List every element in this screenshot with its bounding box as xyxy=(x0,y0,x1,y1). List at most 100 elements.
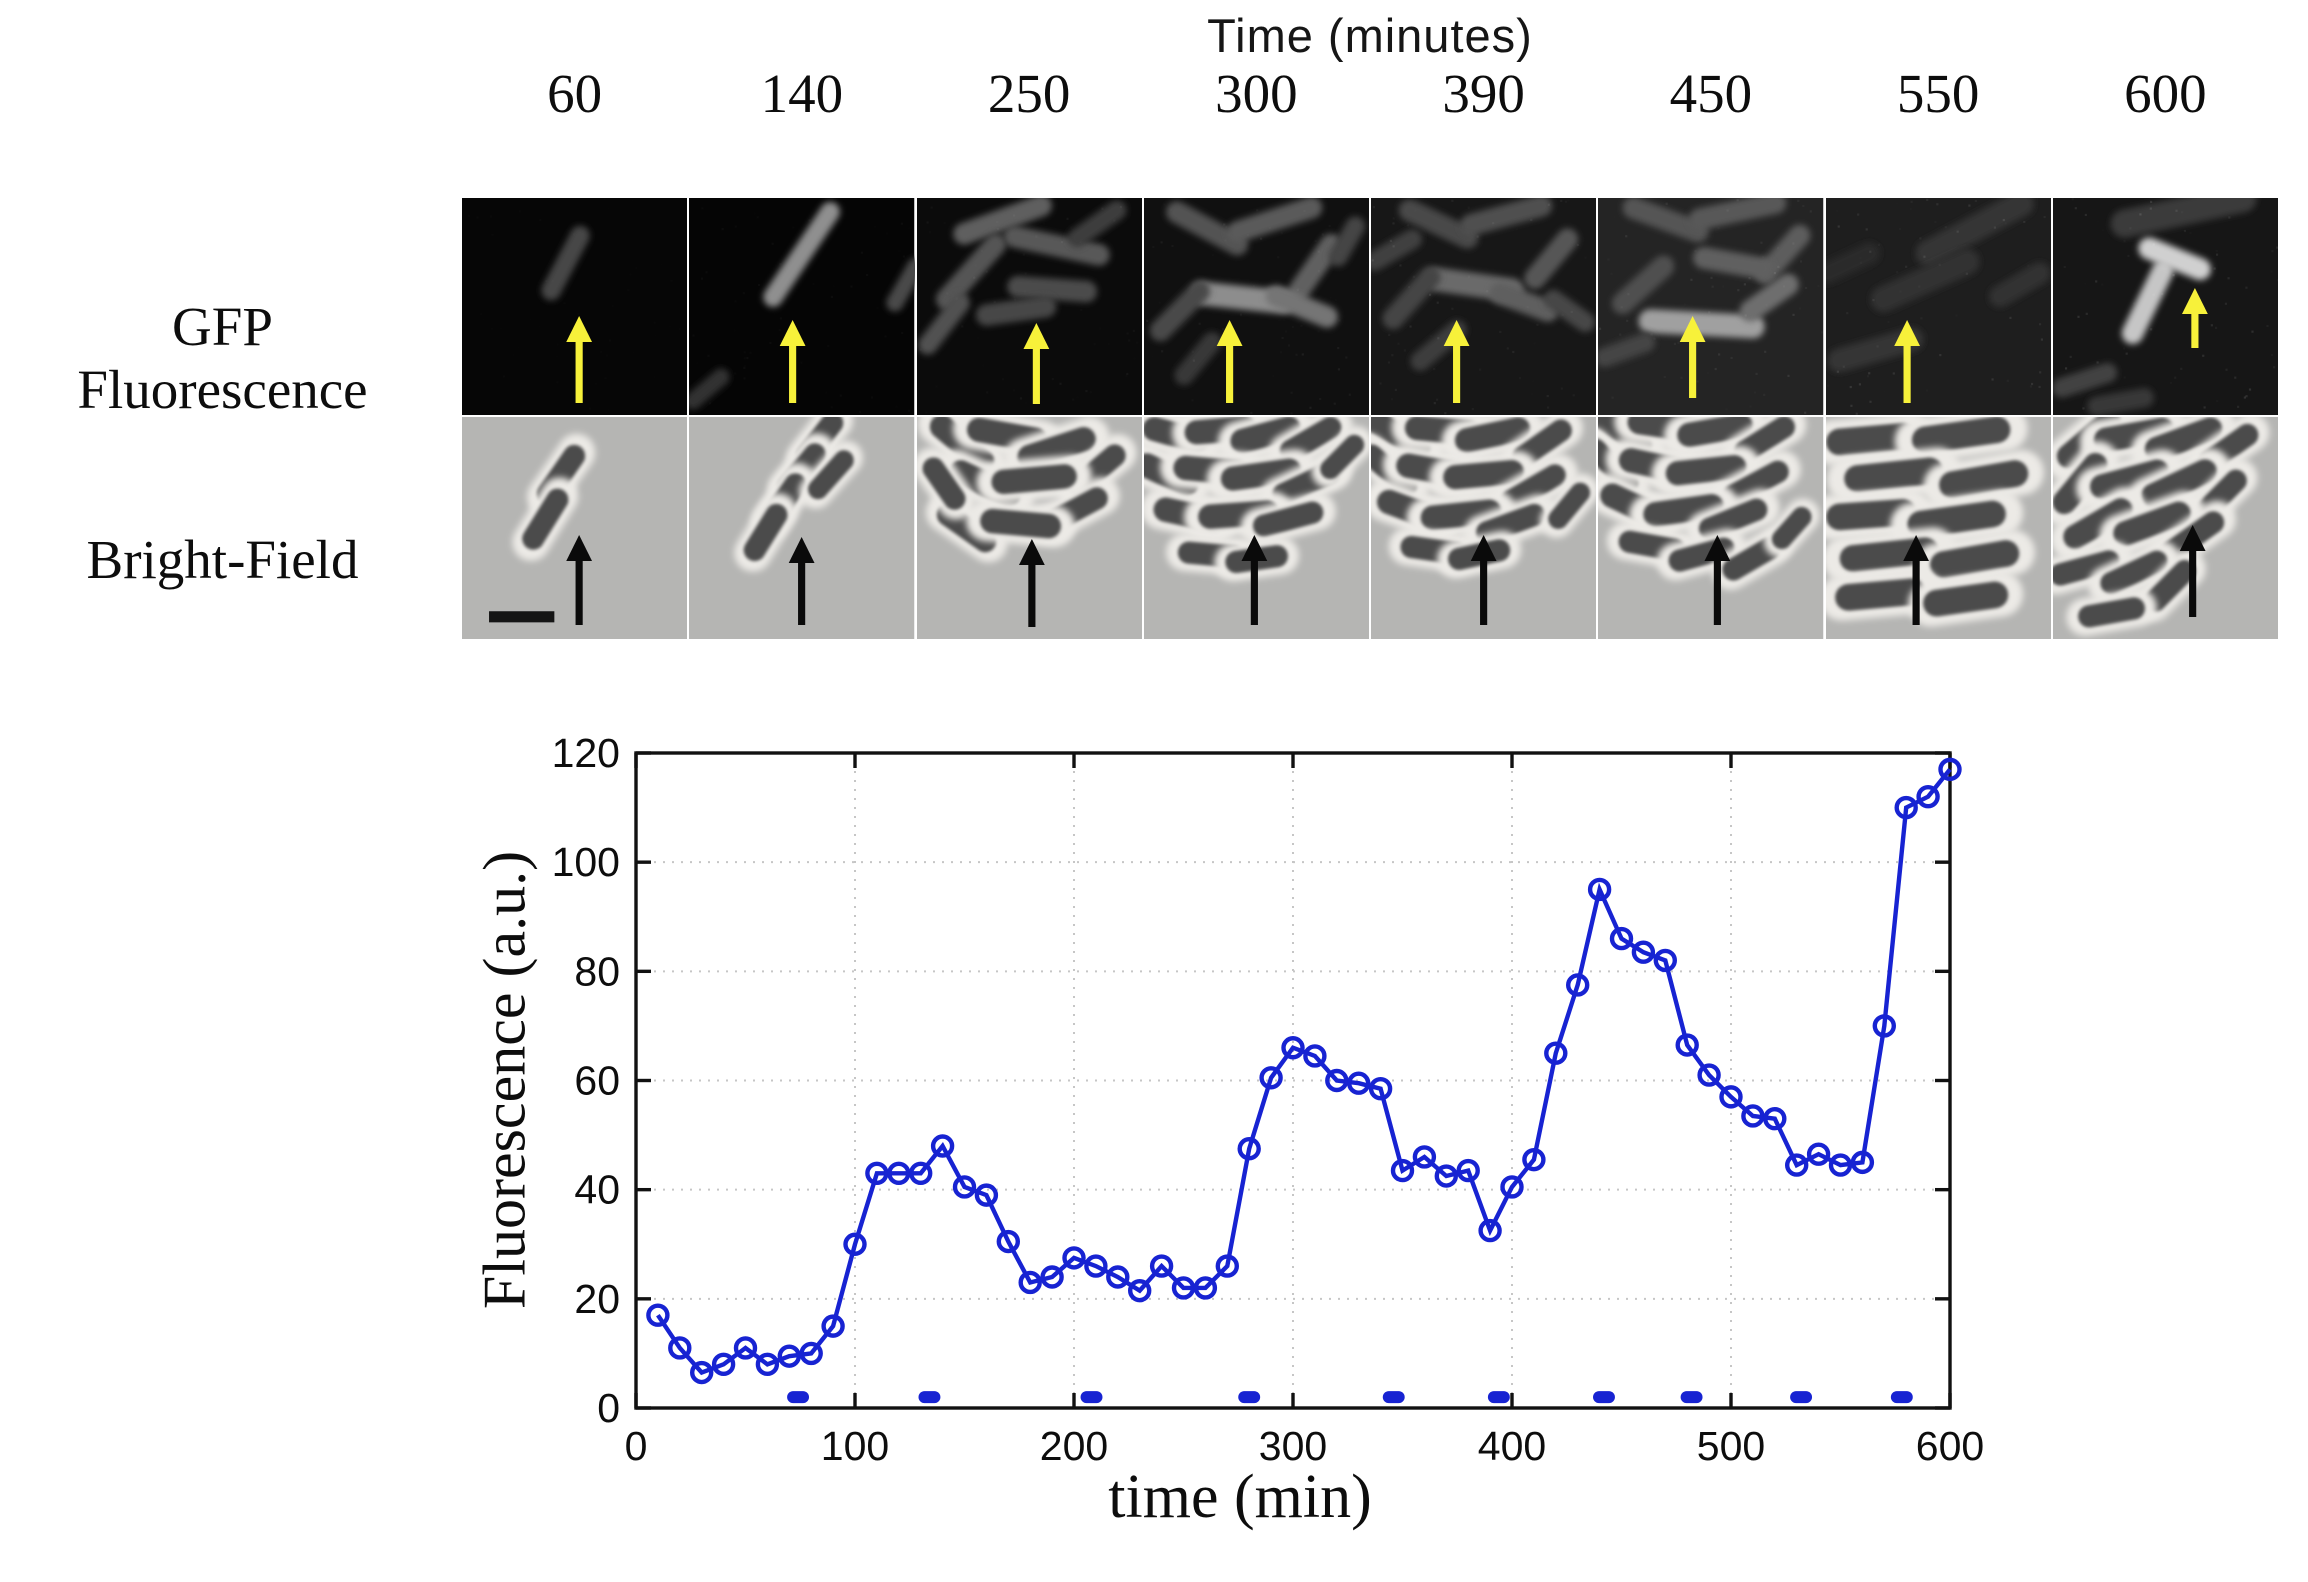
data-point xyxy=(1456,1158,1480,1183)
gfp-fluorescence-row xyxy=(462,198,2278,415)
bf-arrow-icon xyxy=(1704,535,1731,625)
brightfield-panel-60 xyxy=(462,417,688,639)
data-point xyxy=(1719,1085,1743,1109)
pulse-mark xyxy=(1790,1391,1813,1404)
data-point xyxy=(865,1161,889,1185)
data-point xyxy=(1368,1076,1393,1101)
panel-time-label: 600 xyxy=(2124,63,2207,124)
brightfield-panel-140 xyxy=(689,417,915,639)
scale-bar xyxy=(489,611,555,623)
bf-arrow-icon xyxy=(1902,535,1929,625)
data-point xyxy=(952,1175,977,1199)
gfp-panel-450 xyxy=(1598,198,1824,415)
svg-text:200: 200 xyxy=(1040,1423,1108,1469)
data-point xyxy=(1084,1254,1108,1278)
panel-time-label: 550 xyxy=(1896,63,1980,124)
panel-time-label: 390 xyxy=(1442,63,1525,124)
bf-arrow-icon xyxy=(566,535,593,625)
pulse-mark xyxy=(1680,1391,1703,1404)
data-point xyxy=(1609,926,1634,951)
gfp-panel-300 xyxy=(1143,198,1369,415)
svg-text:0: 0 xyxy=(625,1423,648,1469)
svg-text:400: 400 xyxy=(1478,1423,1546,1469)
data-point xyxy=(1522,1147,1546,1172)
data-point xyxy=(1303,1044,1327,1068)
pulse-mark xyxy=(787,1391,810,1404)
svg-text:100: 100 xyxy=(821,1423,889,1469)
svg-text:80: 80 xyxy=(574,948,620,994)
data-point xyxy=(668,1336,692,1360)
data-point xyxy=(1325,1068,1349,1093)
data-point xyxy=(1127,1278,1152,1303)
gfp-row-label-line2: Fluorescence xyxy=(77,359,368,420)
bf-arrow-icon xyxy=(1470,535,1497,625)
gfp-arrow-icon xyxy=(1216,320,1243,403)
data-point xyxy=(1018,1270,1042,1295)
data-point xyxy=(1259,1066,1283,1090)
time-axis-title: Time (minutes) xyxy=(1207,9,1533,62)
svg-text:500: 500 xyxy=(1697,1423,1765,1469)
data-point xyxy=(1872,1014,1897,1038)
data-point xyxy=(1916,784,1940,809)
data-point xyxy=(1237,1137,1261,1161)
data-point xyxy=(1040,1265,1064,1289)
svg-text:40: 40 xyxy=(574,1167,620,1213)
data-point xyxy=(1215,1254,1240,1278)
data-point xyxy=(1412,1145,1437,1169)
svg-text:60: 60 xyxy=(574,1058,620,1104)
bright-field-row xyxy=(462,417,2278,639)
pulse-mark xyxy=(918,1391,941,1404)
data-point xyxy=(1850,1150,1875,1175)
data-point xyxy=(1675,1033,1699,1057)
gfp-row-label-line1: GFP xyxy=(172,296,273,357)
data-series xyxy=(646,757,1962,1385)
chart-x-axis-label: time (min) xyxy=(1108,1463,1372,1531)
data-point xyxy=(1478,1218,1502,1243)
data-point xyxy=(1938,757,1962,782)
bf-arrow-icon xyxy=(2179,525,2206,617)
svg-text:120: 120 xyxy=(552,730,620,776)
data-point xyxy=(733,1336,758,1360)
gfp-arrow-icon xyxy=(779,320,806,403)
bf-arrow-icon xyxy=(1241,535,1268,625)
data-point xyxy=(1763,1107,1787,1131)
pulse-mark xyxy=(1080,1391,1103,1404)
data-point xyxy=(996,1229,1020,1254)
brightfield-panel-550 xyxy=(1825,417,2051,639)
panel-time-labels: 60 140 250 300 390 450 550 600 xyxy=(462,62,2278,125)
pulse-mark xyxy=(1487,1391,1510,1404)
gfp-arrow-icon xyxy=(566,316,593,403)
data-point xyxy=(1500,1175,1524,1199)
brightfield-panel-300 xyxy=(1143,417,1369,639)
panel-time-label: 250 xyxy=(987,63,1071,124)
svg-text:20: 20 xyxy=(574,1276,620,1322)
data-point xyxy=(799,1341,823,1366)
brightfield-panel-600 xyxy=(2052,417,2278,639)
data-point xyxy=(1587,877,1612,902)
data-point xyxy=(1544,1041,1568,1065)
data-point xyxy=(1565,973,1590,997)
chart-y-axis-label: Fluorescence (a.u.) xyxy=(471,850,538,1310)
chart-frame xyxy=(634,751,1952,1410)
data-point xyxy=(1346,1071,1371,1095)
pulse-mark xyxy=(1593,1391,1615,1404)
brightfield-panel-450 xyxy=(1598,417,1824,639)
gfp-arrow-icon xyxy=(2181,288,2208,348)
brightfield-row-label: Bright-Field xyxy=(0,528,445,591)
svg-text:600: 600 xyxy=(1916,1423,1984,1469)
gfp-panel-250 xyxy=(916,198,1142,415)
data-point xyxy=(1434,1164,1459,1188)
gfp-row-label: GFP Fluorescence xyxy=(0,295,445,421)
bf-arrow-icon xyxy=(788,537,815,625)
data-point xyxy=(1631,940,1656,964)
data-point xyxy=(930,1134,955,1158)
gfp-arrow-icon xyxy=(1893,320,1920,403)
pulse-mark xyxy=(1238,1391,1261,1404)
microscopy-panel-strip xyxy=(462,198,2278,639)
data-point xyxy=(1390,1158,1415,1183)
data-point xyxy=(1149,1254,1174,1278)
chart-tick-labels: 0 100 200 300 400 500 600 0 20 40 60 80 100 120 xyxy=(552,730,1985,1469)
pulse-marks xyxy=(787,1391,1913,1404)
data-point xyxy=(843,1232,867,1256)
